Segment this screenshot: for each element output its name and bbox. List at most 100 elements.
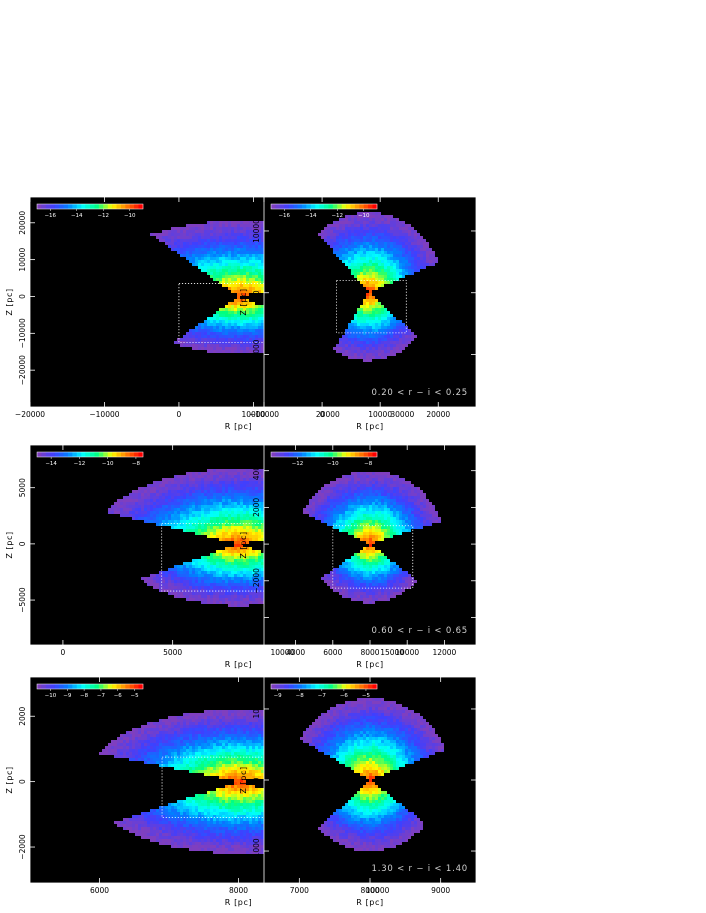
density-cell	[240, 550, 243, 553]
density-cell	[171, 230, 174, 233]
density-cell	[138, 508, 141, 511]
density-cell	[255, 478, 258, 481]
density-cell	[372, 218, 375, 221]
density-cell	[180, 242, 183, 245]
density-cell	[321, 233, 324, 236]
density-cell	[330, 239, 333, 242]
density-cell	[234, 230, 237, 233]
density-cell	[219, 347, 222, 350]
density-cell	[375, 263, 378, 266]
density-cell	[231, 263, 234, 266]
density-cell	[219, 514, 222, 517]
density-cell	[357, 356, 360, 359]
density-cell	[354, 221, 357, 224]
density-cell	[246, 251, 249, 254]
density-cell	[222, 523, 225, 526]
density-cell	[213, 571, 216, 574]
density-cell	[240, 242, 243, 245]
density-cell	[126, 508, 129, 511]
density-cell	[243, 227, 246, 230]
density-cell	[240, 499, 243, 502]
density-cell	[246, 293, 249, 296]
density-cell	[414, 269, 417, 272]
density-cell	[339, 347, 342, 350]
density-cell	[246, 305, 249, 308]
density-cell	[258, 529, 261, 532]
density-cell	[354, 341, 357, 344]
x-tick-label: −10000	[249, 410, 279, 419]
density-cell	[225, 266, 228, 269]
density-cell	[384, 350, 387, 353]
density-cell	[216, 245, 219, 248]
density-cell	[342, 347, 345, 350]
density-cell	[147, 493, 150, 496]
density-cell	[237, 520, 240, 523]
density-cell	[369, 347, 372, 350]
density-cell	[150, 517, 153, 520]
density-cell	[429, 251, 432, 254]
density-cell	[183, 481, 186, 484]
density-cell	[231, 529, 234, 532]
density-cell	[366, 260, 369, 263]
density-cell	[432, 254, 435, 257]
density-cell	[168, 517, 171, 520]
density-cell	[249, 257, 252, 260]
density-cell	[231, 583, 234, 586]
density-cell	[402, 254, 405, 257]
density-cell	[405, 242, 408, 245]
density-cell	[324, 236, 327, 239]
density-cell	[153, 490, 156, 493]
density-cell	[168, 568, 171, 571]
density-cell	[393, 272, 396, 275]
density-cell	[228, 317, 231, 320]
density-cell	[255, 329, 258, 332]
density-cell	[219, 562, 222, 565]
density-cell	[405, 269, 408, 272]
density-cell	[213, 529, 216, 532]
density-cell	[258, 227, 261, 230]
density-cell	[198, 329, 201, 332]
density-cell	[195, 260, 198, 263]
colorbar-segment	[116, 204, 122, 209]
density-cell	[258, 493, 261, 496]
density-cell	[177, 475, 180, 478]
density-cell	[216, 490, 219, 493]
density-cell	[393, 275, 396, 278]
density-cell	[213, 481, 216, 484]
density-cell	[378, 248, 381, 251]
density-cell	[216, 239, 219, 242]
density-cell	[180, 481, 183, 484]
density-cell	[249, 574, 252, 577]
density-cell	[228, 553, 231, 556]
density-cell	[204, 338, 207, 341]
density-cell	[243, 305, 246, 308]
density-cell	[189, 257, 192, 260]
density-cell	[216, 347, 219, 350]
density-cell	[246, 299, 249, 302]
density-cell	[198, 502, 201, 505]
density-cell	[210, 478, 213, 481]
density-cell	[198, 472, 201, 475]
density-cell	[210, 269, 213, 272]
density-cell	[183, 526, 186, 529]
density-cell	[255, 347, 258, 350]
density-cell	[423, 251, 426, 254]
density-cell	[252, 332, 255, 335]
density-cell	[384, 230, 387, 233]
density-cell	[216, 257, 219, 260]
density-cell	[246, 505, 249, 508]
density-cell	[360, 239, 363, 242]
density-cell	[216, 278, 219, 281]
colorbar-segment	[45, 204, 51, 209]
density-cell	[243, 308, 246, 311]
density-cell	[240, 308, 243, 311]
density-cell	[201, 520, 204, 523]
density-cell	[363, 215, 366, 218]
density-cell	[384, 245, 387, 248]
density-cell	[417, 266, 420, 269]
density-cell	[366, 284, 369, 287]
density-cell	[246, 586, 249, 589]
density-cell	[372, 212, 375, 215]
density-cell	[255, 484, 258, 487]
density-cell	[348, 230, 351, 233]
